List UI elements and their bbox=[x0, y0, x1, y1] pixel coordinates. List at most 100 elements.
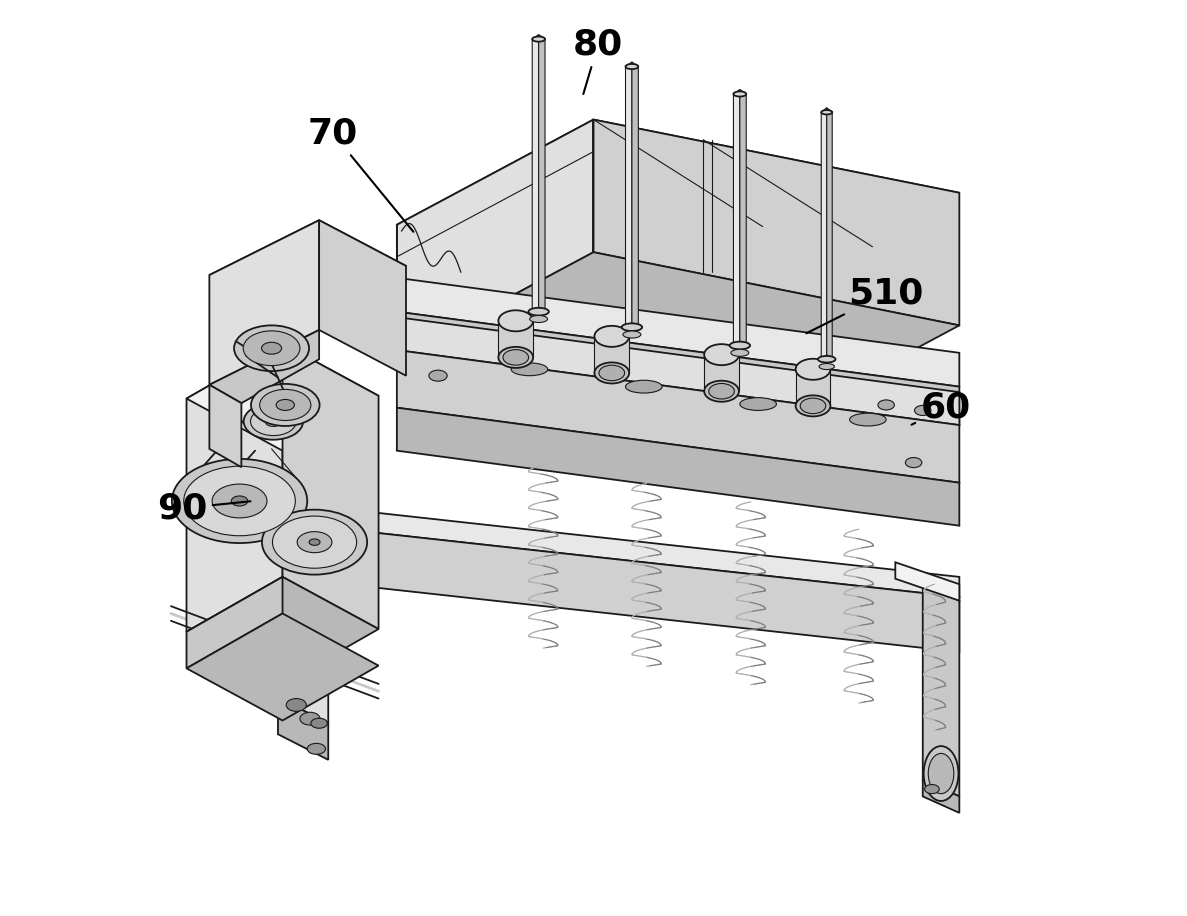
Polygon shape bbox=[278, 522, 959, 652]
Polygon shape bbox=[396, 350, 959, 483]
Polygon shape bbox=[626, 62, 631, 327]
Polygon shape bbox=[396, 120, 959, 298]
Ellipse shape bbox=[734, 92, 747, 96]
Text: 90: 90 bbox=[157, 491, 250, 525]
Ellipse shape bbox=[740, 398, 776, 410]
Polygon shape bbox=[396, 252, 959, 431]
Ellipse shape bbox=[429, 370, 447, 381]
Polygon shape bbox=[704, 354, 740, 391]
Polygon shape bbox=[922, 780, 959, 812]
Ellipse shape bbox=[262, 509, 367, 574]
Ellipse shape bbox=[309, 539, 320, 545]
Polygon shape bbox=[396, 278, 959, 387]
Ellipse shape bbox=[243, 331, 300, 365]
Ellipse shape bbox=[260, 389, 311, 420]
Polygon shape bbox=[209, 220, 319, 385]
Ellipse shape bbox=[623, 331, 641, 338]
Polygon shape bbox=[278, 698, 329, 759]
Ellipse shape bbox=[172, 459, 307, 543]
Ellipse shape bbox=[261, 343, 281, 354]
Ellipse shape bbox=[595, 363, 629, 384]
Ellipse shape bbox=[184, 466, 296, 536]
Polygon shape bbox=[795, 369, 831, 406]
Ellipse shape bbox=[626, 380, 662, 393]
Ellipse shape bbox=[297, 531, 332, 552]
Ellipse shape bbox=[265, 417, 281, 427]
Ellipse shape bbox=[273, 516, 356, 568]
Polygon shape bbox=[396, 120, 594, 357]
Polygon shape bbox=[396, 311, 959, 425]
Polygon shape bbox=[186, 577, 379, 684]
Ellipse shape bbox=[311, 718, 328, 728]
Ellipse shape bbox=[795, 359, 831, 380]
Ellipse shape bbox=[503, 350, 528, 365]
Ellipse shape bbox=[512, 363, 547, 376]
Ellipse shape bbox=[286, 699, 306, 712]
Polygon shape bbox=[631, 62, 639, 327]
Ellipse shape bbox=[234, 325, 309, 371]
Ellipse shape bbox=[795, 396, 831, 417]
Ellipse shape bbox=[704, 381, 740, 402]
Polygon shape bbox=[595, 336, 629, 373]
Ellipse shape bbox=[730, 342, 750, 349]
Ellipse shape bbox=[307, 744, 325, 755]
Text: 70: 70 bbox=[307, 116, 413, 232]
Ellipse shape bbox=[250, 408, 297, 436]
Ellipse shape bbox=[277, 399, 294, 410]
Ellipse shape bbox=[923, 747, 958, 801]
Polygon shape bbox=[283, 344, 379, 629]
Polygon shape bbox=[594, 120, 959, 325]
Ellipse shape bbox=[731, 349, 749, 356]
Ellipse shape bbox=[626, 64, 639, 69]
Ellipse shape bbox=[300, 713, 320, 725]
Polygon shape bbox=[186, 577, 283, 669]
Polygon shape bbox=[278, 502, 959, 597]
Ellipse shape bbox=[819, 364, 834, 369]
Polygon shape bbox=[186, 344, 283, 632]
Polygon shape bbox=[499, 321, 533, 357]
Ellipse shape bbox=[821, 110, 832, 114]
Polygon shape bbox=[186, 344, 379, 451]
Ellipse shape bbox=[231, 496, 248, 506]
Polygon shape bbox=[532, 35, 539, 311]
Polygon shape bbox=[319, 220, 406, 376]
Ellipse shape bbox=[243, 403, 303, 440]
Polygon shape bbox=[209, 385, 241, 467]
Ellipse shape bbox=[499, 347, 533, 368]
Ellipse shape bbox=[878, 400, 895, 410]
Ellipse shape bbox=[914, 406, 931, 416]
Polygon shape bbox=[396, 317, 959, 425]
Polygon shape bbox=[396, 408, 959, 526]
Polygon shape bbox=[186, 614, 379, 721]
Ellipse shape bbox=[622, 323, 642, 331]
Text: 510: 510 bbox=[806, 277, 923, 333]
Ellipse shape bbox=[599, 365, 624, 381]
Polygon shape bbox=[734, 90, 740, 345]
Ellipse shape bbox=[250, 384, 319, 426]
Ellipse shape bbox=[928, 754, 954, 793]
Polygon shape bbox=[922, 584, 959, 796]
Ellipse shape bbox=[818, 356, 836, 363]
Ellipse shape bbox=[532, 37, 545, 41]
Polygon shape bbox=[278, 502, 329, 724]
Ellipse shape bbox=[850, 413, 887, 426]
Polygon shape bbox=[539, 35, 545, 311]
Text: 80: 80 bbox=[573, 27, 623, 94]
Polygon shape bbox=[209, 220, 406, 321]
Ellipse shape bbox=[925, 784, 939, 793]
Ellipse shape bbox=[528, 308, 548, 315]
Text: 60: 60 bbox=[912, 391, 971, 425]
Ellipse shape bbox=[906, 458, 922, 467]
Polygon shape bbox=[826, 108, 832, 359]
Ellipse shape bbox=[499, 311, 533, 332]
Ellipse shape bbox=[800, 398, 826, 414]
Ellipse shape bbox=[529, 315, 547, 322]
Ellipse shape bbox=[212, 484, 267, 518]
Polygon shape bbox=[895, 562, 959, 601]
Polygon shape bbox=[740, 90, 747, 345]
Ellipse shape bbox=[704, 344, 740, 365]
Ellipse shape bbox=[595, 326, 629, 347]
Polygon shape bbox=[209, 330, 319, 403]
Ellipse shape bbox=[709, 384, 735, 399]
Polygon shape bbox=[821, 108, 826, 359]
